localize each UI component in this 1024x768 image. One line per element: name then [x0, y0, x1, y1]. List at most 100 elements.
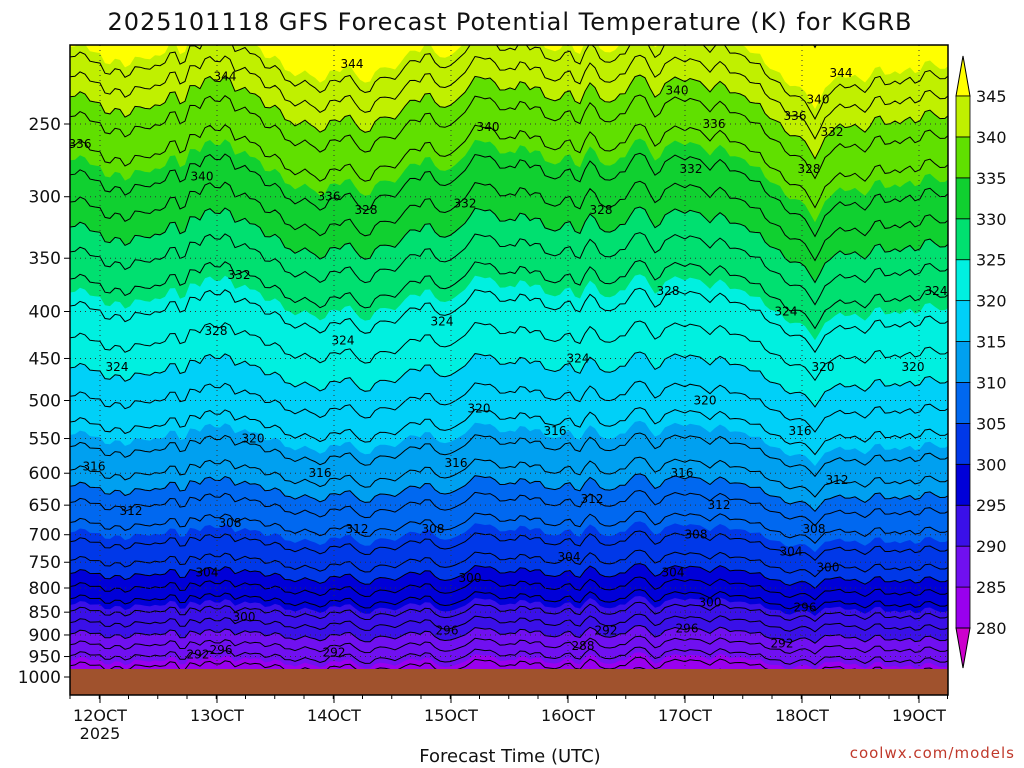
- contour-label: 332: [228, 268, 251, 282]
- isotherm-326: [70, 259, 948, 330]
- contour-label: 332: [680, 162, 703, 176]
- y-tick-label: 650: [29, 496, 61, 516]
- y-tick-label: 750: [29, 553, 61, 573]
- isotherm-312: [70, 456, 948, 498]
- isotherm-294: [70, 601, 948, 623]
- isotherm-320: [70, 351, 948, 408]
- contour-label: 324: [775, 304, 798, 318]
- contour-label: 296: [436, 624, 459, 638]
- y-tick-label: 600: [29, 464, 61, 484]
- isotherm-344: [70, 45, 948, 120]
- isotherm-332: [70, 180, 948, 262]
- chart-title: 2025101118 GFS Forecast Potential Temper…: [108, 8, 913, 36]
- contour-label: 340: [807, 92, 830, 106]
- x-tick-label: 18OCT: [775, 706, 829, 725]
- isotherm-286: [70, 646, 948, 666]
- contour-label: 324: [332, 333, 355, 347]
- contour-label: 312: [346, 522, 369, 536]
- credit-text: coolwx.com/models: [850, 744, 1015, 762]
- x-tick-label: 14OCT: [307, 706, 361, 725]
- contour-label: 320: [242, 432, 265, 446]
- contour-label: 344: [341, 57, 364, 71]
- contour-label: 308: [685, 528, 708, 542]
- colorbar-label: 280: [976, 619, 1007, 638]
- x-tick-label: 13OCT: [190, 706, 244, 725]
- isotherm-contours: [70, 45, 948, 686]
- contour-label: 344: [830, 66, 853, 80]
- isotherm-330: [70, 206, 948, 284]
- contour-label: 344: [214, 70, 237, 84]
- colorbar: 280 285 290 295 300 305 310 315 320 325 330 335 340 3…: [955, 55, 1007, 669]
- colorbar-segment-340: [955, 136, 971, 179]
- isotherm-306: [70, 510, 948, 545]
- contour-label: 300: [699, 596, 722, 610]
- isotherm-296: [70, 589, 948, 612]
- isotherm-316: [70, 407, 948, 456]
- contour-label: 328: [205, 324, 228, 338]
- y-tick-label: 450: [29, 349, 61, 369]
- contour-label: 332: [821, 125, 844, 139]
- colorbar-segment-335: [955, 177, 971, 220]
- colorbar-segment-290: [955, 545, 971, 588]
- isotherm-302: [70, 549, 948, 578]
- contour-label: 316: [789, 424, 812, 438]
- colorbar-label: 330: [976, 210, 1007, 229]
- y-tick-label: 500: [29, 392, 61, 412]
- contour-label: 328: [798, 162, 821, 176]
- contour-label: 308: [219, 516, 242, 530]
- colorbar-segment-310: [955, 382, 971, 424]
- contour-label: 296: [676, 621, 699, 635]
- x-axis-label: Forecast Time (UTC): [419, 746, 600, 767]
- y-tick-label: 950: [29, 648, 61, 668]
- plot-area: 3363243163123443403323283203083043002962…: [70, 45, 948, 695]
- contour-label: 316: [309, 466, 332, 480]
- contour-label: 304: [196, 566, 219, 580]
- isotherm-288: [70, 635, 948, 655]
- y-tick-label: 400: [29, 302, 61, 322]
- isotherm-340: [70, 74, 948, 160]
- isotherm-308: [70, 489, 948, 527]
- contour-label: 324: [567, 351, 590, 365]
- y-tick-label: 800: [29, 579, 61, 599]
- isotherm-342: [70, 54, 948, 140]
- theta-color-bands: [70, 45, 948, 695]
- contour-label: 328: [355, 203, 378, 217]
- contour-label: 316: [544, 424, 567, 438]
- contour-labels: 3363243163123443403323283203083043002962…: [70, 57, 947, 662]
- isotherm-328: [70, 232, 948, 306]
- colorbar-label: 305: [976, 414, 1007, 433]
- x-tick-label: 19OCT: [892, 706, 946, 725]
- isotherm-318: [70, 380, 948, 433]
- x-tick-label: 17OCT: [658, 706, 712, 725]
- y-tick-label: 1000: [18, 668, 61, 688]
- pressure-axis: 250 300 350 400 450 500 550 600 650 700 750 800 850 9…: [18, 115, 70, 688]
- contour-label: 296: [210, 643, 233, 657]
- contour-label: 320: [468, 401, 491, 415]
- colorbar-segment-300: [955, 463, 971, 506]
- colorbar-segment-345: [955, 95, 971, 138]
- contour-label: 336: [784, 109, 807, 123]
- colorbar-label: 320: [976, 292, 1007, 311]
- contour-label: 336: [318, 190, 341, 204]
- contour-label: 304: [780, 544, 803, 558]
- contour-label: 292: [771, 637, 794, 651]
- y-tick-label: 350: [29, 249, 61, 269]
- isotherm-324: [70, 287, 948, 354]
- colorbar-label: 340: [976, 128, 1007, 147]
- contour-label: 324: [106, 360, 129, 374]
- isotherm-314: [70, 432, 948, 478]
- contour-label: 320: [812, 360, 835, 374]
- colorbar-label: 325: [976, 251, 1007, 270]
- contour-label: 300: [459, 571, 482, 585]
- isotherm-304: [70, 530, 948, 561]
- y-tick-label: 250: [29, 115, 61, 135]
- contour-label: 308: [803, 522, 826, 536]
- contour-label: 288: [572, 639, 595, 653]
- contour-label: 336: [703, 117, 726, 131]
- contour-label: 304: [662, 566, 685, 580]
- colorbar-min-triangle: [955, 627, 971, 669]
- contour-label: 292: [595, 624, 618, 638]
- contour-label: 328: [590, 203, 613, 217]
- contour-label: 312: [826, 473, 849, 487]
